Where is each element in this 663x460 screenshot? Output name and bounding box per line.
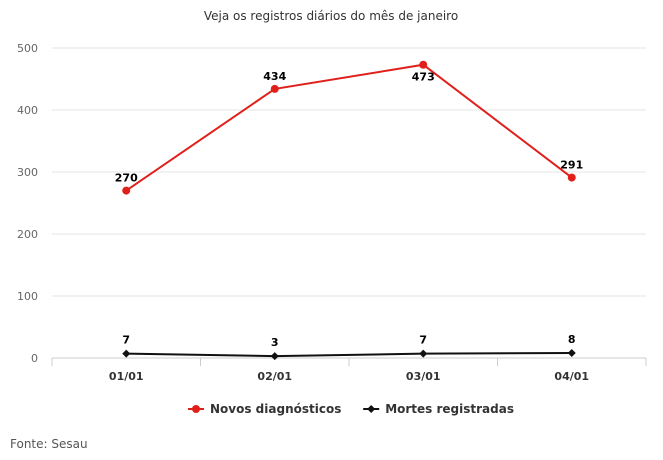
data-point xyxy=(567,349,576,358)
legend-item-1: Novos diagnósticos xyxy=(188,402,341,416)
y-tick-label: 300 xyxy=(17,166,38,179)
data-point xyxy=(567,173,576,182)
legend-item-2: Mortes registradas xyxy=(363,402,514,416)
legend-label: Novos diagnósticos xyxy=(210,402,341,416)
legend-marker xyxy=(192,405,200,413)
data-label: 434 xyxy=(263,70,286,83)
data-label: 291 xyxy=(560,159,583,172)
x-tick-label: 03/01 xyxy=(406,370,441,383)
data-label: 3 xyxy=(271,336,279,349)
y-tick-label: 400 xyxy=(17,104,38,117)
x-tick-label: 01/01 xyxy=(109,370,144,383)
y-tick-label: 0 xyxy=(31,352,38,365)
data-label: 473 xyxy=(412,71,435,84)
y-tick-label: 100 xyxy=(17,290,38,303)
y-axis: 0 100 200 300 400 500 xyxy=(17,42,38,365)
gridlines xyxy=(52,47,646,297)
legend-label: Mortes registradas xyxy=(385,402,514,416)
data-label: 8 xyxy=(568,333,576,346)
legend-marker xyxy=(367,405,376,413)
data-point xyxy=(419,60,428,69)
data-label: 7 xyxy=(122,334,130,347)
series-2: 7 3 7 8 xyxy=(122,333,576,361)
y-tick-label: 500 xyxy=(17,42,38,55)
data-label: 7 xyxy=(419,334,427,347)
line-chart: Veja os registros diários do mês de jane… xyxy=(17,9,647,416)
series-1: 270 434 473 291 xyxy=(115,60,583,195)
data-point xyxy=(270,352,279,361)
data-point xyxy=(270,84,279,93)
x-axis: 01/01 02/01 03/01 04/01 xyxy=(51,357,647,383)
data-point xyxy=(122,186,131,195)
data-label: 270 xyxy=(115,172,138,185)
source-note: Fonte: Sesau xyxy=(10,437,88,451)
series-line xyxy=(125,63,573,192)
y-tick-label: 200 xyxy=(17,228,38,241)
data-point xyxy=(419,349,428,358)
legend: Novos diagnósticos Mortes registradas xyxy=(188,402,514,416)
data-point xyxy=(122,349,131,358)
x-tick-label: 02/01 xyxy=(257,370,292,383)
x-tick-label: 04/01 xyxy=(554,370,589,383)
chart-title: Veja os registros diários do mês de jane… xyxy=(204,9,458,23)
series-line xyxy=(126,352,572,358)
series-group: 270 434 473 291 7 3 7 8 xyxy=(115,60,583,361)
